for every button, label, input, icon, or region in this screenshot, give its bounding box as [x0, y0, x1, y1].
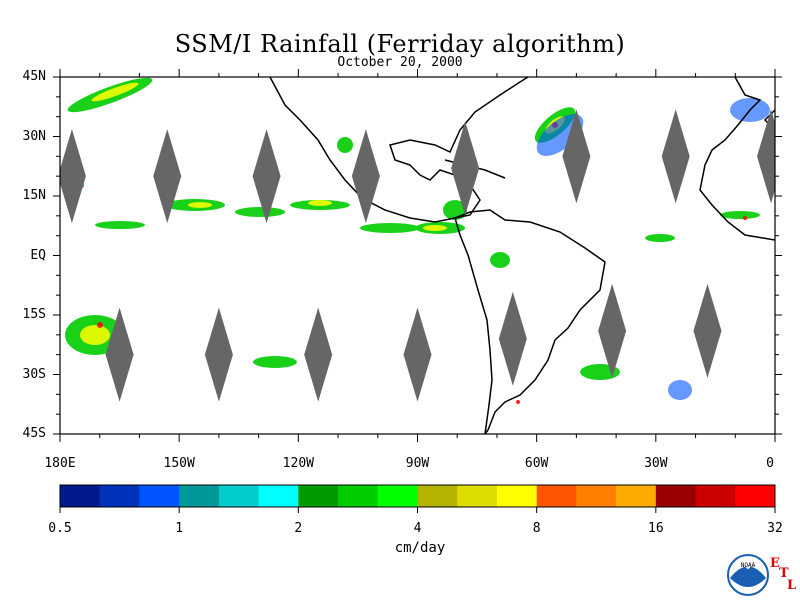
swath-gap-11 [403, 307, 432, 402]
colorbar-swatch-0 [60, 485, 101, 507]
lat-label-5: 30S [22, 366, 46, 382]
swath-gap-6 [661, 109, 690, 204]
etl-letter-e: E [770, 556, 780, 571]
swath-gap-4 [451, 121, 480, 216]
map-date: October 20, 2000 [337, 55, 463, 70]
lon-label-6: 0 [766, 456, 774, 471]
lat-label-0: 45N [22, 69, 46, 84]
swath-gap-9 [204, 307, 233, 402]
colorbar-swatch-14 [616, 485, 657, 507]
swath-gap-10 [304, 307, 333, 402]
axis-ticks [53, 69, 782, 442]
map-title: SSM/I Rainfall (Ferriday algorithm) [174, 30, 626, 58]
colorbar-label-2: 2 [294, 521, 303, 536]
lon-label-5: 30W [644, 456, 668, 471]
colorbar-swatch-5 [258, 485, 299, 507]
etl-letter-t: T [779, 566, 789, 581]
swath-gap-7 [757, 109, 775, 204]
lon-label-1: 150W [163, 456, 195, 471]
swath-gap-14 [693, 283, 722, 378]
colorbar-swatch-2 [139, 485, 180, 507]
lon-label-4: 60W [524, 456, 549, 471]
colorbar-swatch-11 [496, 485, 538, 507]
colorbar-swatch-17 [735, 485, 776, 507]
swath-gaps [60, 109, 775, 402]
swath-gap-8 [105, 307, 134, 402]
colorbar-swatch-15 [655, 485, 697, 507]
lat-label-1: 30N [22, 128, 46, 144]
swath-gap-0 [60, 129, 86, 224]
etl-letter-l: L [787, 578, 797, 593]
swath-gap-1 [153, 129, 182, 224]
colorbar-swatch-9 [417, 485, 458, 507]
colorbar [59, 484, 776, 513]
colorbar-units: cm/day [394, 540, 446, 556]
colorbar-swatch-6 [298, 485, 339, 507]
colorbar-swatch-1 [99, 485, 140, 507]
noaa-logo-text: NOAA [741, 562, 756, 569]
colorbar-label-3: 4 [413, 521, 422, 536]
colorbar-label-6: 32 [767, 521, 783, 536]
noaa-logo: NOAA [727, 554, 769, 596]
swath-gap-13 [598, 283, 627, 378]
lat-label-2: 15N [22, 188, 46, 203]
colorbar-swatch-4 [218, 485, 260, 507]
swath-gap-2 [252, 129, 281, 224]
lat-label-6: 45S [22, 426, 46, 441]
colorbar-label-4: 8 [532, 521, 541, 536]
colorbar-swatch-16 [695, 485, 736, 507]
swath-gap-3 [351, 129, 380, 224]
swath-gap-12 [498, 291, 527, 386]
colorbar-swatch-3 [179, 485, 220, 507]
colorbar-label-5: 16 [648, 521, 664, 536]
lon-label-2: 120W [282, 456, 314, 471]
lon-label-0: 180E [44, 456, 76, 471]
swath-gap-5 [562, 109, 591, 204]
colorbar-swatch-7 [338, 485, 379, 507]
colorbar-swatch-10 [457, 485, 498, 507]
colorbar-swatch-8 [377, 485, 418, 507]
colorbar-label-0: 0.5 [48, 521, 72, 536]
lon-label-3: 90W [405, 456, 430, 471]
colorbar-swatch-12 [536, 485, 577, 507]
colorbar-swatch-13 [576, 485, 617, 507]
colorbar-label-1: 1 [175, 521, 184, 536]
lat-label-4: 15S [22, 307, 46, 322]
lat-label-3: EQ [30, 247, 46, 263]
